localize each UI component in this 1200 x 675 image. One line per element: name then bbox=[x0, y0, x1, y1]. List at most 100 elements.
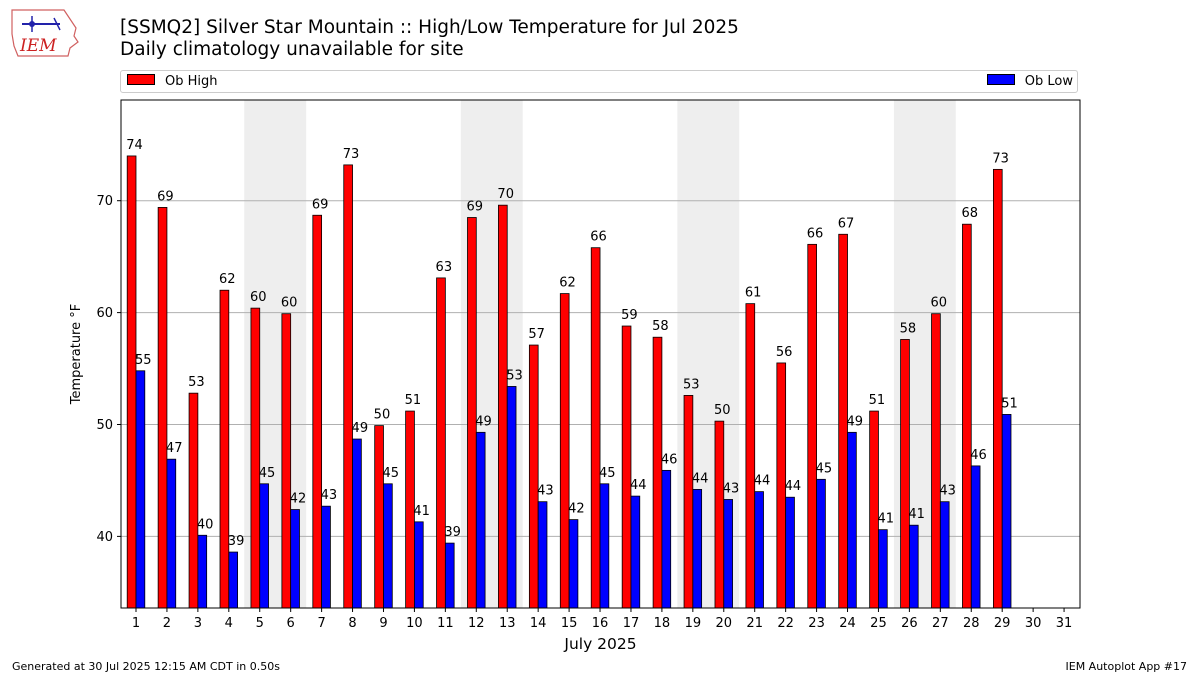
high-temp-bar bbox=[776, 362, 787, 609]
x-tick-label: 2 bbox=[163, 616, 171, 631]
low-temp-bar bbox=[321, 505, 331, 609]
legend-item-high: Ob High bbox=[127, 74, 218, 90]
high-temp-label: 56 bbox=[776, 345, 793, 360]
low-temp-label: 49 bbox=[352, 421, 369, 436]
high-temp-label: 51 bbox=[405, 393, 422, 408]
low-temp-bar bbox=[1001, 414, 1012, 609]
low-temp-bar bbox=[537, 501, 548, 609]
low-temp-label: 55 bbox=[135, 353, 152, 368]
x-tick-label: 12 bbox=[468, 616, 485, 631]
low-temp-bar bbox=[135, 370, 146, 609]
high-temp-bar bbox=[405, 410, 415, 609]
x-tick-label: 19 bbox=[685, 616, 702, 631]
high-temp-bar bbox=[838, 233, 848, 609]
high-temp-label: 70 bbox=[497, 187, 514, 202]
high-temp-label: 53 bbox=[683, 377, 700, 392]
high-temp-bar bbox=[683, 395, 694, 609]
low-temp-label: 45 bbox=[382, 466, 399, 481]
high-temp-bar bbox=[807, 243, 817, 609]
legend-label-high: Ob High bbox=[165, 74, 218, 89]
x-tick-label: 25 bbox=[870, 616, 887, 631]
legend-swatch-low bbox=[986, 74, 1015, 85]
high-temp-bar bbox=[157, 207, 168, 609]
low-temp-label: 45 bbox=[259, 466, 276, 481]
x-tick-label: 26 bbox=[901, 616, 918, 631]
high-temp-bar bbox=[992, 168, 1003, 609]
high-temp-label: 60 bbox=[250, 290, 267, 305]
low-temp-bar bbox=[939, 501, 950, 609]
legend-swatch-high bbox=[127, 74, 155, 85]
x-tick-label: 21 bbox=[746, 616, 763, 631]
high-temp-label: 69 bbox=[466, 199, 483, 214]
low-temp-bar bbox=[197, 534, 208, 609]
x-tick-label: 14 bbox=[530, 616, 547, 631]
x-tick-label: 23 bbox=[808, 616, 825, 631]
x-tick-label: 9 bbox=[379, 616, 387, 631]
x-tick-label: 17 bbox=[623, 616, 640, 631]
high-temp-label: 68 bbox=[961, 206, 978, 221]
low-temp-bar bbox=[166, 458, 177, 609]
footer-app: IEM Autoplot App #17 bbox=[1065, 660, 1188, 673]
low-temp-bar bbox=[878, 529, 888, 609]
low-temp-label: 53 bbox=[506, 368, 523, 383]
logo-text: IEM bbox=[19, 36, 57, 56]
low-temp-label: 44 bbox=[692, 471, 709, 486]
chart-title: [SSMQ2] Silver Star Mountain :: High/Low… bbox=[120, 17, 739, 61]
low-temp-label: 45 bbox=[816, 461, 833, 476]
low-temp-bar bbox=[568, 519, 579, 609]
low-temp-label: 40 bbox=[197, 517, 214, 532]
high-temp-bar bbox=[343, 164, 353, 609]
high-temp-label: 74 bbox=[126, 138, 143, 153]
footer-generated: Generated at 30 Jul 2025 12:15 AM CDT in… bbox=[12, 660, 280, 673]
x-tick-label: 6 bbox=[287, 616, 295, 631]
low-temp-bar bbox=[908, 524, 919, 609]
low-temp-label: 44 bbox=[754, 474, 771, 489]
x-tick-label: 10 bbox=[406, 616, 423, 631]
y-tick-label: 40 bbox=[96, 530, 113, 545]
low-temp-bar bbox=[785, 496, 795, 609]
high-temp-bar bbox=[559, 293, 570, 609]
high-temp-label: 73 bbox=[992, 151, 1009, 166]
y-tick-label: 60 bbox=[96, 306, 113, 321]
high-temp-bar bbox=[126, 155, 137, 609]
high-temp-label: 50 bbox=[714, 403, 731, 418]
low-temp-bar bbox=[475, 431, 486, 609]
x-tick-label: 20 bbox=[716, 616, 733, 631]
low-temp-bar bbox=[816, 478, 826, 609]
high-temp-bar bbox=[374, 425, 384, 609]
high-temp-label: 69 bbox=[157, 189, 174, 204]
high-temp-label: 57 bbox=[528, 327, 545, 342]
high-temp-label: 67 bbox=[838, 216, 855, 231]
high-temp-label: 69 bbox=[312, 197, 329, 212]
low-temp-label: 44 bbox=[785, 479, 802, 494]
low-temp-label: 49 bbox=[847, 414, 864, 429]
high-temp-label: 51 bbox=[869, 393, 886, 408]
high-temp-label: 66 bbox=[590, 230, 607, 245]
low-temp-label: 49 bbox=[475, 414, 492, 429]
high-temp-label: 61 bbox=[745, 286, 762, 301]
low-temp-bar bbox=[506, 386, 517, 609]
high-temp-bar bbox=[281, 313, 292, 609]
high-temp-label: 63 bbox=[436, 260, 453, 275]
low-temp-label: 47 bbox=[166, 441, 183, 456]
x-tick-label: 16 bbox=[592, 616, 609, 631]
low-temp-bar bbox=[630, 495, 641, 609]
high-temp-bar bbox=[900, 339, 910, 609]
weekend-band bbox=[677, 100, 740, 608]
title-line-1: [SSMQ2] Silver Star Mountain :: High/Low… bbox=[120, 17, 739, 38]
low-temp-bar bbox=[754, 491, 764, 609]
high-temp-label: 58 bbox=[900, 321, 917, 336]
high-temp-label: 62 bbox=[219, 272, 236, 287]
low-temp-label: 45 bbox=[599, 466, 616, 481]
x-tick-label: 18 bbox=[654, 616, 671, 631]
low-temp-label: 46 bbox=[970, 448, 987, 463]
x-tick-label: 15 bbox=[561, 616, 578, 631]
weekend-band bbox=[244, 100, 307, 608]
high-temp-bar bbox=[467, 217, 477, 609]
legend: Ob High Ob Low bbox=[120, 70, 1078, 93]
high-temp-label: 53 bbox=[188, 375, 205, 390]
low-temp-bar bbox=[723, 499, 733, 609]
low-temp-bar bbox=[970, 465, 981, 609]
x-tick-label: 5 bbox=[256, 616, 264, 631]
